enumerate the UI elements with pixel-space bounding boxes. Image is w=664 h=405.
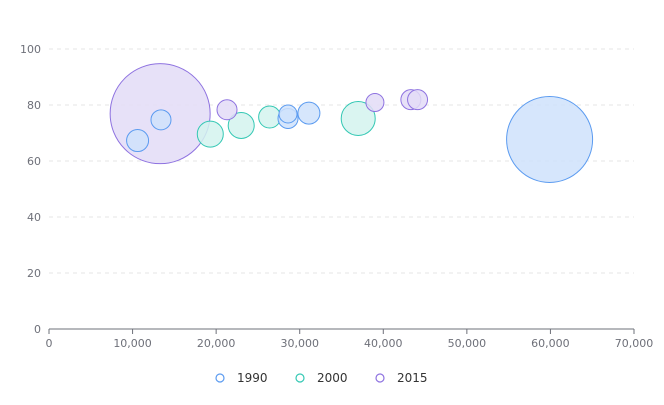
bubble-point-2000[interactable]	[340, 100, 376, 136]
x-tick-label: 70,000	[615, 337, 654, 350]
x-tick-label: 0	[46, 337, 53, 350]
y-tick-label: 0	[34, 323, 41, 336]
x-tick-label: 40,000	[364, 337, 403, 350]
axes: 0 20 40 60 80 100 0 10,000 20,000 30,000 40,000 50,…	[20, 43, 653, 350]
bubble-point-1990[interactable]	[297, 101, 321, 125]
legend-item-1990[interactable]: 1990	[215, 371, 268, 385]
legend-label: 1990	[237, 371, 268, 385]
bubble-point-1990[interactable]	[150, 109, 172, 131]
legend-marker	[295, 373, 305, 383]
bubble-point-2015[interactable]	[216, 99, 238, 121]
y-tick-label: 20	[27, 267, 41, 280]
legend-marker	[375, 373, 385, 383]
legend: 1990 2000 2015	[215, 371, 428, 385]
x-tick-label: 30,000	[280, 337, 319, 350]
bubble-point-2000[interactable]	[196, 120, 224, 148]
legend-item-2015[interactable]: 2015	[375, 371, 428, 385]
bubble-point-2015[interactable]	[407, 89, 429, 111]
legend-label: 2000	[317, 371, 348, 385]
bubble-point-2000[interactable]	[227, 111, 255, 139]
y-tick-label: 100	[20, 43, 41, 56]
legend-item-2000[interactable]: 2000	[295, 371, 348, 385]
legend-label: 2015	[397, 371, 428, 385]
bubble-point-2000[interactable]	[258, 105, 282, 129]
bubble-point-1990[interactable]	[126, 129, 150, 153]
x-tick-label: 10,000	[113, 337, 152, 350]
x-tick-label: 50,000	[448, 337, 487, 350]
y-tick-label: 60	[27, 155, 41, 168]
bubble-point-2015[interactable]	[365, 92, 385, 112]
x-tick-label: 20,000	[197, 337, 236, 350]
x-tick-label: 60,000	[531, 337, 570, 350]
y-tick-label: 40	[27, 211, 41, 224]
bubble-point-1990[interactable]	[278, 104, 298, 124]
y-tick-label: 80	[27, 99, 41, 112]
bubble-series	[109, 63, 594, 183]
legend-marker	[215, 373, 225, 383]
bubble-point-1990[interactable]	[506, 95, 594, 183]
